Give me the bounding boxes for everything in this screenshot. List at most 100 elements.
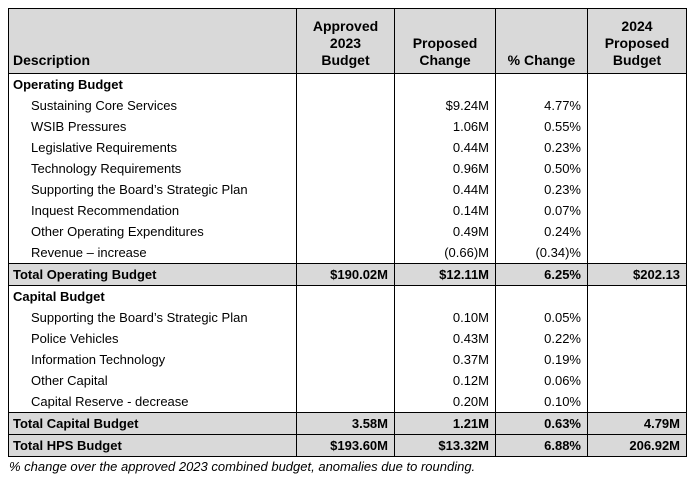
cell-text: 0.50% — [544, 161, 581, 176]
cell — [587, 200, 687, 221]
cell-text: Supporting the Board’s Strategic Plan — [31, 310, 248, 325]
cell: Sustaining Core Services — [8, 95, 297, 116]
cell — [296, 391, 395, 413]
cell-text: Budget — [321, 52, 370, 68]
cell: 0.24% — [495, 221, 588, 242]
cell — [587, 137, 687, 158]
header-cell: Approved 2023 Budget — [296, 8, 395, 74]
cell-text: 206.92M — [629, 438, 680, 453]
cell: Capital Budget — [8, 285, 297, 307]
cell-text: 6.25% — [544, 267, 581, 282]
cell — [587, 73, 687, 95]
cell-text: Budget — [612, 52, 662, 68]
cell-text: Other Operating Expenditures — [31, 224, 204, 239]
cell — [296, 307, 395, 328]
cell-text: 0.44M — [452, 140, 489, 155]
cell-text: Total Capital Budget — [13, 416, 139, 431]
item-row: Sustaining Core Services $9.24M 4.77% — [8, 95, 687, 116]
cell-text: Proposed — [412, 35, 478, 51]
header-cell: Proposed Change — [394, 8, 496, 74]
cell — [495, 73, 588, 95]
cell-text: 1.06M — [452, 119, 489, 134]
cell-text: (0.66)M — [444, 245, 489, 260]
cell: $9.24M — [394, 95, 496, 116]
cell-text: WSIB Pressures — [31, 119, 127, 134]
cell: 4.77% — [495, 95, 588, 116]
cell-text: 0.10M — [452, 310, 489, 325]
item-row: Inquest Recommendation 0.14M 0.07% — [8, 200, 687, 221]
cell-text: $12.11M — [439, 267, 489, 282]
cell-text: 0.06% — [544, 373, 581, 388]
cell-text: 2023 — [329, 35, 362, 51]
cell: Technology Requirements — [8, 158, 297, 179]
cell-text: 0.49M — [452, 224, 489, 239]
cell: 0.43M — [394, 328, 496, 349]
grand-total-row: Total HPS Budget $193.60M $13.32M 6.88% 206.… — [8, 434, 687, 457]
cell — [587, 179, 687, 200]
header-cell: 2024 Proposed Budget — [587, 8, 687, 74]
cell: 0.10% — [495, 391, 588, 413]
cell: Inquest Recommendation — [8, 200, 297, 221]
cell-text: Capital Reserve - decrease — [31, 394, 189, 409]
cell — [296, 285, 395, 307]
cell-text: Proposed — [604, 35, 670, 51]
cell — [394, 73, 496, 95]
cell: $190.02M — [296, 263, 395, 286]
cell: 0.37M — [394, 349, 496, 370]
cell-text: $190.02M — [330, 267, 388, 282]
cell — [587, 95, 687, 116]
cell: Operating Budget — [8, 73, 297, 95]
cell: Revenue – increase — [8, 242, 297, 264]
cell: 0.50% — [495, 158, 588, 179]
cell — [296, 73, 395, 95]
cell: 0.20M — [394, 391, 496, 413]
cell-text: Total Operating Budget — [13, 267, 157, 282]
cell: 1.06M — [394, 116, 496, 137]
section-row: Operating Budget — [8, 73, 687, 95]
cell — [587, 391, 687, 413]
cell-text: 0.55% — [544, 119, 581, 134]
cell: (0.34)% — [495, 242, 588, 264]
cell: 0.63% — [495, 412, 588, 435]
cell-text: $202.13 — [633, 267, 680, 282]
cell-text: % Change — [507, 52, 576, 68]
budget-table: Description Approved 2023 Budget Proposed Cha… — [8, 8, 687, 457]
item-row: Technology Requirements 0.96M 0.50% — [8, 158, 687, 179]
cell: WSIB Pressures — [8, 116, 297, 137]
cell — [296, 328, 395, 349]
cell: 0.19% — [495, 349, 588, 370]
cell: $12.11M — [394, 263, 496, 286]
cell: 6.25% — [495, 263, 588, 286]
cell-text: 0.10% — [544, 394, 581, 409]
item-row: Capital Reserve - decrease 0.20M 0.10% — [8, 391, 687, 413]
cell — [495, 285, 588, 307]
total-row: Total Capital Budget 3.58M 1.21M 0.63% 4.79M — [8, 412, 687, 435]
cell — [296, 179, 395, 200]
cell-text: 0.23% — [544, 140, 581, 155]
cell — [587, 221, 687, 242]
cell: 0.22% — [495, 328, 588, 349]
cell: 0.23% — [495, 179, 588, 200]
item-row: Supporting the Board’s Strategic Plan 0.4… — [8, 179, 687, 200]
cell-text: Police Vehicles — [31, 331, 119, 346]
cell-text: 0.63% — [544, 416, 581, 431]
cell: 0.14M — [394, 200, 496, 221]
cell-text: 3.58M — [351, 416, 388, 431]
cell: 3.58M — [296, 412, 395, 435]
cell: 0.44M — [394, 179, 496, 200]
cell-text: Total HPS Budget — [13, 438, 122, 453]
cell: Supporting the Board’s Strategic Plan — [8, 307, 297, 328]
cell: Total HPS Budget — [8, 434, 297, 457]
cell: (0.66)M — [394, 242, 496, 264]
cell — [296, 221, 395, 242]
cell-text: 0.12M — [452, 373, 489, 388]
cell: Total Capital Budget — [8, 412, 297, 435]
cell — [296, 137, 395, 158]
cell: 0.49M — [394, 221, 496, 242]
cell-text: 0.44M — [452, 182, 489, 197]
cell: 0.12M — [394, 370, 496, 391]
cell: 0.23% — [495, 137, 588, 158]
cell-text: 6.88% — [544, 438, 581, 453]
cell — [296, 116, 395, 137]
cell-text: Sustaining Core Services — [31, 98, 177, 113]
